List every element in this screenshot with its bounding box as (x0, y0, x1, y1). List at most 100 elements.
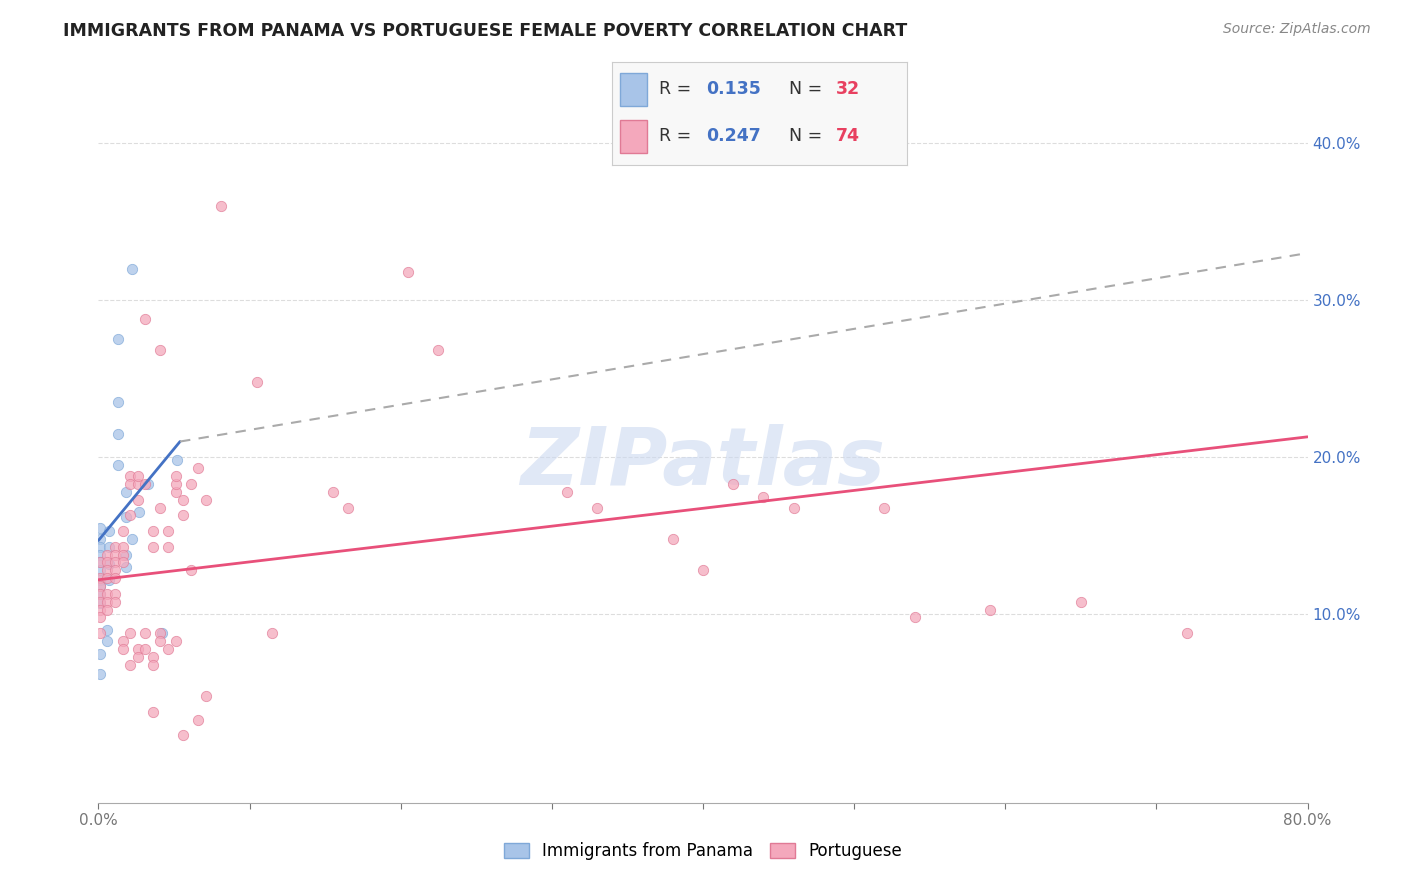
Point (104, 556, 127, 570)
Point (89, 602, 111, 616)
Point (149, 500, 172, 515)
Point (96, 571, 118, 585)
Point (692, 563, 714, 577)
Point (979, 602, 1001, 616)
Point (107, 458, 129, 472)
Text: N =: N = (789, 127, 828, 145)
Point (96, 595, 118, 609)
Point (107, 333, 129, 347)
Point (150, 626, 173, 640)
Point (98, 524, 121, 538)
Point (873, 500, 896, 515)
Point (127, 469, 149, 483)
Point (127, 641, 149, 656)
Point (121, 261, 143, 276)
Point (246, 375, 269, 389)
Point (89, 556, 111, 570)
Point (661, 532, 683, 546)
Point (89, 579, 111, 593)
Point (89, 556, 111, 570)
Point (89, 563, 111, 577)
Point (142, 540, 165, 554)
Text: N =: N = (789, 79, 828, 97)
Point (142, 705, 165, 719)
Point (111, 641, 134, 656)
Point (98, 557, 121, 571)
Point (114, 548, 136, 562)
Point (209, 199, 232, 213)
Point (96, 623, 118, 637)
Point (166, 453, 188, 467)
Point (156, 524, 179, 538)
Point (194, 492, 217, 507)
Point (89, 626, 111, 640)
Point (96, 587, 118, 601)
Point (111, 634, 134, 648)
Point (89, 571, 111, 585)
Point (156, 540, 179, 554)
Point (127, 477, 149, 491)
Point (104, 540, 127, 554)
Point (396, 265, 419, 279)
Point (156, 641, 179, 656)
Text: Source: ZipAtlas.com: Source: ZipAtlas.com (1223, 22, 1371, 37)
Text: R =: R = (659, 79, 696, 97)
Point (111, 556, 134, 570)
Point (111, 540, 134, 554)
Point (120, 657, 142, 672)
Point (322, 484, 344, 499)
Point (904, 610, 927, 624)
Point (114, 484, 136, 499)
Point (96, 634, 118, 648)
Point (1175, 626, 1198, 640)
FancyBboxPatch shape (620, 120, 647, 153)
Point (111, 524, 134, 538)
Text: 0.247: 0.247 (706, 127, 761, 145)
Point (121, 532, 143, 546)
Point (96, 602, 118, 616)
Point (1070, 595, 1092, 609)
Point (89, 647, 111, 661)
Point (114, 510, 136, 524)
Point (89, 596, 111, 610)
Point (104, 587, 127, 601)
Point (89, 610, 111, 624)
Text: IMMIGRANTS FROM PANAMA VS PORTUGUESE FEMALE POVERTY CORRELATION CHART: IMMIGRANTS FROM PANAMA VS PORTUGUESE FEM… (63, 22, 907, 40)
Point (180, 563, 202, 577)
Point (89, 532, 111, 546)
Point (134, 626, 156, 640)
Point (134, 312, 156, 326)
Point (165, 634, 187, 648)
Text: 32: 32 (837, 79, 860, 97)
Text: 74: 74 (837, 127, 860, 145)
Point (89, 587, 111, 601)
Point (127, 492, 149, 507)
Point (723, 477, 745, 491)
Point (120, 626, 142, 640)
Point (172, 492, 194, 507)
Point (120, 477, 142, 491)
Point (142, 649, 165, 664)
Point (262, 626, 284, 640)
Point (172, 728, 194, 742)
Point (136, 477, 159, 491)
Point (586, 500, 609, 515)
Point (89, 540, 111, 554)
Point (89, 548, 111, 562)
Point (165, 477, 187, 491)
Point (98, 540, 121, 554)
Point (96, 563, 118, 577)
Point (120, 508, 142, 523)
Point (165, 484, 187, 499)
Text: ZIPatlas: ZIPatlas (520, 425, 886, 502)
Point (142, 524, 165, 538)
Point (134, 477, 156, 491)
Point (111, 548, 134, 562)
Point (89, 573, 111, 587)
Point (107, 395, 129, 409)
Point (89, 521, 111, 535)
Point (89, 667, 111, 681)
Point (149, 634, 172, 648)
Point (98, 573, 121, 587)
Point (104, 563, 127, 577)
